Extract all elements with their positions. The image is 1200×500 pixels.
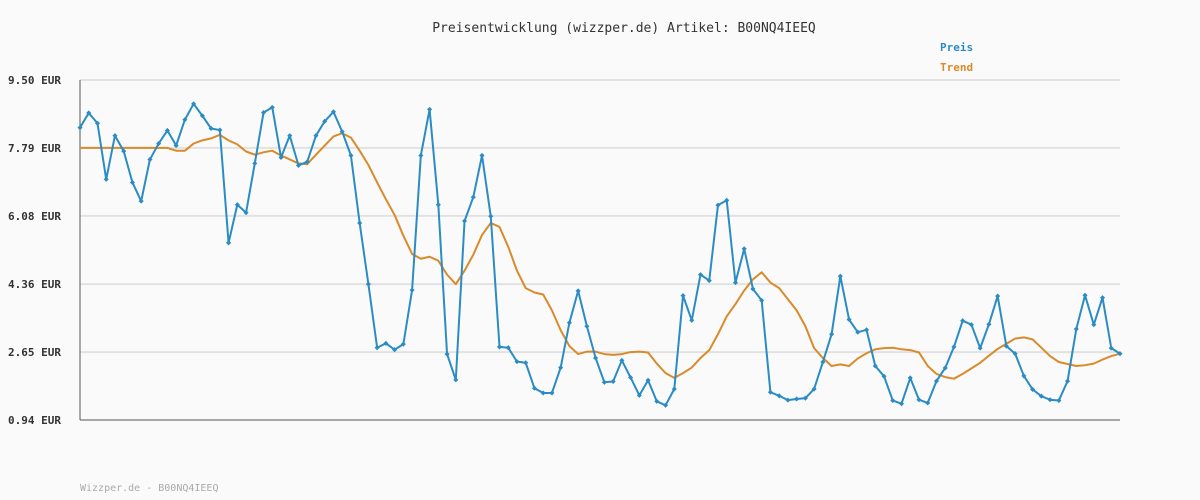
series-layer (77, 101, 1123, 408)
data-point-preis-17 (226, 240, 232, 246)
data-point-preis-15 (208, 125, 214, 132)
data-point-preis-50 (514, 359, 520, 365)
y-tick-label-5: 9.50 EUR (8, 74, 61, 87)
data-point-preis-78 (759, 297, 765, 303)
data-point-preis-109 (1030, 386, 1036, 392)
chart-title: Preisentwicklung (wizzper.de) Artikel: B… (432, 21, 816, 36)
data-point-preis-46 (479, 152, 485, 159)
data-point-preis-9 (156, 141, 162, 147)
data-point-preis-84 (811, 386, 817, 392)
data-point-preis-16 (217, 127, 223, 133)
data-point-preis-6 (129, 179, 135, 186)
data-point-preis-95 (907, 375, 913, 381)
legend-entry-preis: Preis (940, 41, 973, 54)
y-tick-label-1: 2.65 EUR (8, 346, 61, 359)
data-point-preis-18 (234, 202, 240, 208)
data-point-preis-66 (654, 398, 660, 404)
data-point-preis-110 (1038, 393, 1044, 399)
data-point-preis-106 (1003, 343, 1009, 349)
data-point-preis-115 (1082, 292, 1088, 298)
data-point-preis-34 (374, 345, 380, 351)
y-tick-label-4: 7.79 EUR (8, 142, 61, 155)
data-point-preis-56 (566, 320, 572, 326)
data-point-preis-89 (855, 329, 861, 335)
series-preis (77, 101, 1123, 408)
data-point-preis-49 (505, 345, 511, 351)
data-point-preis-35 (383, 340, 389, 346)
data-point-preis-57 (575, 288, 581, 294)
y-tick-labels: 0.94 EUR 2.65 EUR 4.36 EUR 6.08 EUR 7.79 EUR… (8, 74, 61, 427)
grid-layer (80, 79, 1120, 354)
data-point-preis-96 (916, 397, 922, 403)
data-point-preis-70 (689, 317, 695, 323)
data-point-preis-24 (287, 133, 293, 139)
legend: Preis Trend (940, 41, 973, 74)
series-trend (80, 132, 1121, 380)
data-point-preis-64 (636, 392, 642, 398)
y-tick-label-0: 0.94 EUR (8, 414, 61, 427)
data-point-preis-42 (444, 351, 450, 357)
data-point-preis-38 (409, 287, 415, 293)
data-point-preis-52 (531, 385, 537, 391)
data-point-preis-20 (252, 160, 258, 166)
data-point-preis-103 (977, 345, 983, 351)
data-point-preis-108 (1021, 373, 1027, 379)
data-point-preis-118 (1108, 345, 1114, 351)
data-point-preis-111 (1047, 397, 1053, 403)
data-point-preis-60 (601, 379, 607, 385)
legend-entry-trend: Trend (940, 61, 973, 74)
data-point-preis-81 (785, 397, 791, 403)
data-point-preis-11 (173, 142, 179, 149)
data-point-preis-0 (77, 125, 83, 131)
data-point-preis-93 (890, 397, 896, 404)
data-point-preis-43 (453, 377, 459, 383)
y-tick-label-3: 6.08 EUR (8, 210, 61, 223)
data-point-preis-27 (313, 133, 319, 139)
data-point-preis-86 (829, 331, 835, 337)
data-point-preis-90 (864, 327, 870, 333)
data-point-preis-30 (339, 129, 345, 135)
data-point-preis-36 (392, 347, 398, 353)
data-point-preis-39 (418, 152, 424, 159)
data-point-preis-45 (470, 194, 476, 200)
footer-credit: Wizzper.de - B00NQ4IEEQ (80, 483, 218, 494)
data-point-preis-29 (330, 109, 336, 115)
data-point-preis-65 (645, 377, 651, 383)
data-point-preis-67 (663, 402, 669, 408)
series-line-trend (80, 132, 1121, 380)
data-point-preis-104 (986, 321, 992, 327)
data-point-preis-3 (103, 176, 109, 182)
data-point-preis-37 (400, 341, 406, 347)
data-point-preis-61 (610, 378, 616, 385)
data-point-preis-94 (898, 401, 905, 407)
data-point-preis-112 (1056, 397, 1062, 404)
data-point-preis-7 (138, 198, 144, 204)
data-point-preis-10 (164, 127, 170, 133)
data-point-preis-72 (706, 278, 712, 284)
data-point-preis-53 (540, 390, 546, 396)
data-point-preis-19 (243, 210, 249, 216)
data-point-preis-105 (995, 293, 1001, 299)
data-point-preis-80 (776, 393, 782, 399)
data-point-preis-8 (147, 156, 153, 162)
data-point-preis-75 (732, 280, 739, 286)
data-point-preis-54 (549, 390, 555, 396)
series-line-preis (79, 102, 1121, 407)
data-point-preis-33 (365, 281, 371, 287)
data-point-preis-77 (750, 286, 756, 292)
data-point-preis-83 (802, 395, 808, 401)
data-point-preis-12 (182, 117, 188, 123)
data-point-preis-2 (94, 120, 101, 126)
data-point-preis-73 (715, 202, 721, 208)
data-point-preis-68 (671, 386, 677, 392)
data-point-preis-48 (496, 344, 503, 350)
y-tick-label-2: 4.36 EUR (8, 278, 61, 291)
